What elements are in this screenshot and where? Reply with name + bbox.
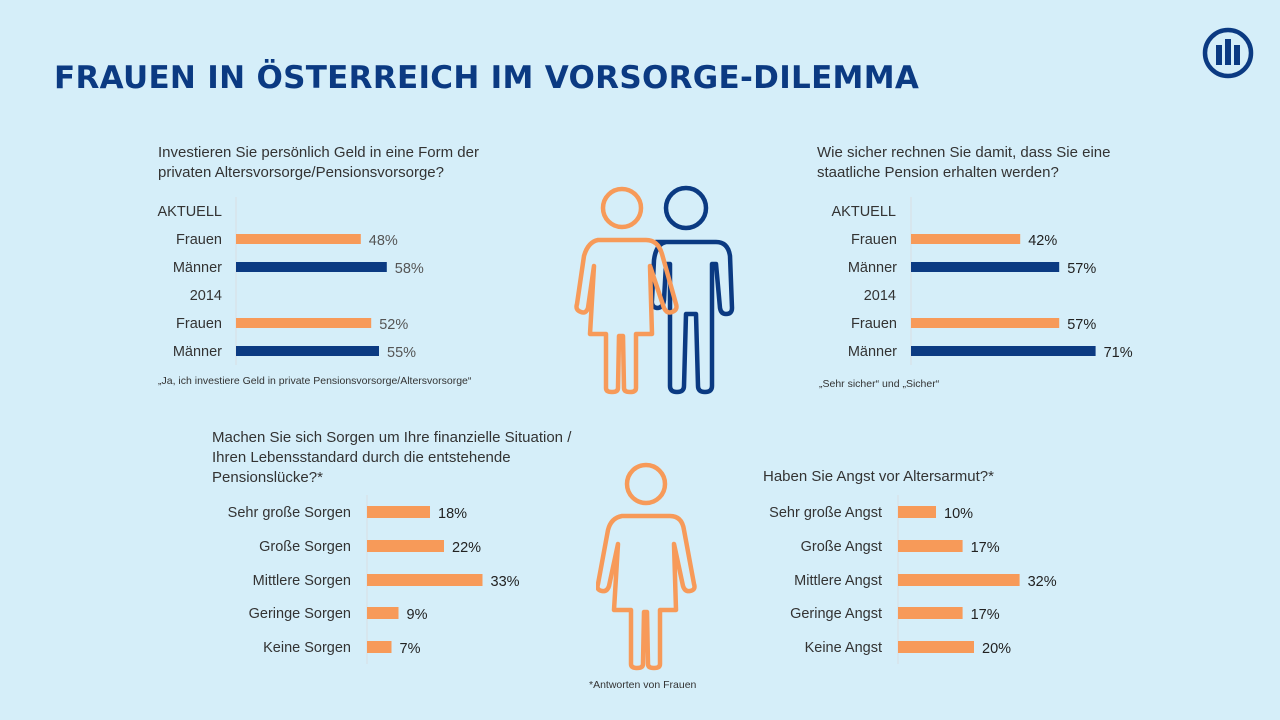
value-label: 18% xyxy=(438,506,467,522)
chart4-question: Haben Sie Angst vor Altersarmut?* xyxy=(763,468,994,485)
bar xyxy=(911,262,1060,272)
value-label: 17% xyxy=(971,540,1000,556)
bar xyxy=(898,540,963,552)
bar xyxy=(911,318,1060,328)
value-label: 32% xyxy=(1028,574,1057,590)
category-label: Große Sorgen xyxy=(259,539,351,555)
value-label: 9% xyxy=(407,607,428,623)
bar xyxy=(236,318,372,328)
category-label: Sehr große Sorgen xyxy=(228,505,351,521)
category-label: Männer xyxy=(173,344,222,360)
bar xyxy=(236,234,361,244)
category-label: Geringe Sorgen xyxy=(249,606,351,622)
category-label: Keine Sorgen xyxy=(263,640,351,656)
page-title: FRAUEN IN ÖSTERREICH IM VORSORGE-DILEMMA xyxy=(54,60,920,96)
bar xyxy=(367,641,392,653)
chart2-note: „Sehr sicher“ und „Sicher“ xyxy=(819,378,940,390)
bar xyxy=(367,506,430,518)
category-label: Frauen xyxy=(176,316,222,332)
bar xyxy=(367,540,444,552)
bar xyxy=(236,346,379,356)
bar xyxy=(898,574,1020,586)
man-icon xyxy=(649,185,735,395)
category-label: Keine Angst xyxy=(805,640,882,656)
category-label: Sehr große Angst xyxy=(769,505,882,521)
chart1-question: Investieren Sie persönlich Geld in eine … xyxy=(158,144,479,181)
category-label: Männer xyxy=(173,260,222,276)
group-label: AKTUELL xyxy=(158,204,222,220)
chart3-question: Machen Sie sich Sorgen um Ihre finanziel… xyxy=(212,429,572,486)
value-label: 10% xyxy=(944,506,973,522)
value-label: 57% xyxy=(1067,261,1096,277)
group-label: 2014 xyxy=(190,288,222,304)
category-label: Große Angst xyxy=(801,539,882,555)
value-label: 55% xyxy=(387,345,416,361)
value-label: 52% xyxy=(379,317,408,333)
value-label: 20% xyxy=(982,641,1011,657)
value-label: 48% xyxy=(369,233,398,249)
woman-icon xyxy=(596,462,697,671)
category-label: Männer xyxy=(848,260,897,276)
value-label: 22% xyxy=(452,540,481,556)
category-label: Frauen xyxy=(176,232,222,248)
value-label: 42% xyxy=(1028,233,1057,249)
bar xyxy=(911,234,1021,244)
woman-icon xyxy=(574,186,679,395)
bar xyxy=(898,506,936,518)
chart2-question: Wie sicher rechnen Sie damit, dass Sie e… xyxy=(817,144,1111,181)
category-label: Mittlere Angst xyxy=(794,573,882,589)
bar xyxy=(898,607,963,619)
category-label: Männer xyxy=(848,344,897,360)
group-label: AKTUELL xyxy=(832,204,896,220)
allianz-logo-icon xyxy=(1202,27,1254,79)
footnote: *Antworten von Frauen xyxy=(589,679,697,691)
category-label: Geringe Angst xyxy=(790,606,882,622)
category-label: Frauen xyxy=(851,316,897,332)
bar xyxy=(911,346,1096,356)
bar xyxy=(367,607,399,619)
bar xyxy=(898,641,974,653)
value-label: 17% xyxy=(971,607,1000,623)
value-label: 71% xyxy=(1104,345,1133,361)
value-label: 58% xyxy=(395,261,424,277)
chart1-note: „Ja, ich investiere Geld in private Pens… xyxy=(158,375,472,387)
value-label: 7% xyxy=(400,641,421,657)
group-label: 2014 xyxy=(864,288,896,304)
value-label: 33% xyxy=(491,574,520,590)
bar xyxy=(236,262,387,272)
category-label: Mittlere Sorgen xyxy=(253,573,351,589)
category-label: Frauen xyxy=(851,232,897,248)
value-label: 57% xyxy=(1067,317,1096,333)
bar xyxy=(367,574,483,586)
